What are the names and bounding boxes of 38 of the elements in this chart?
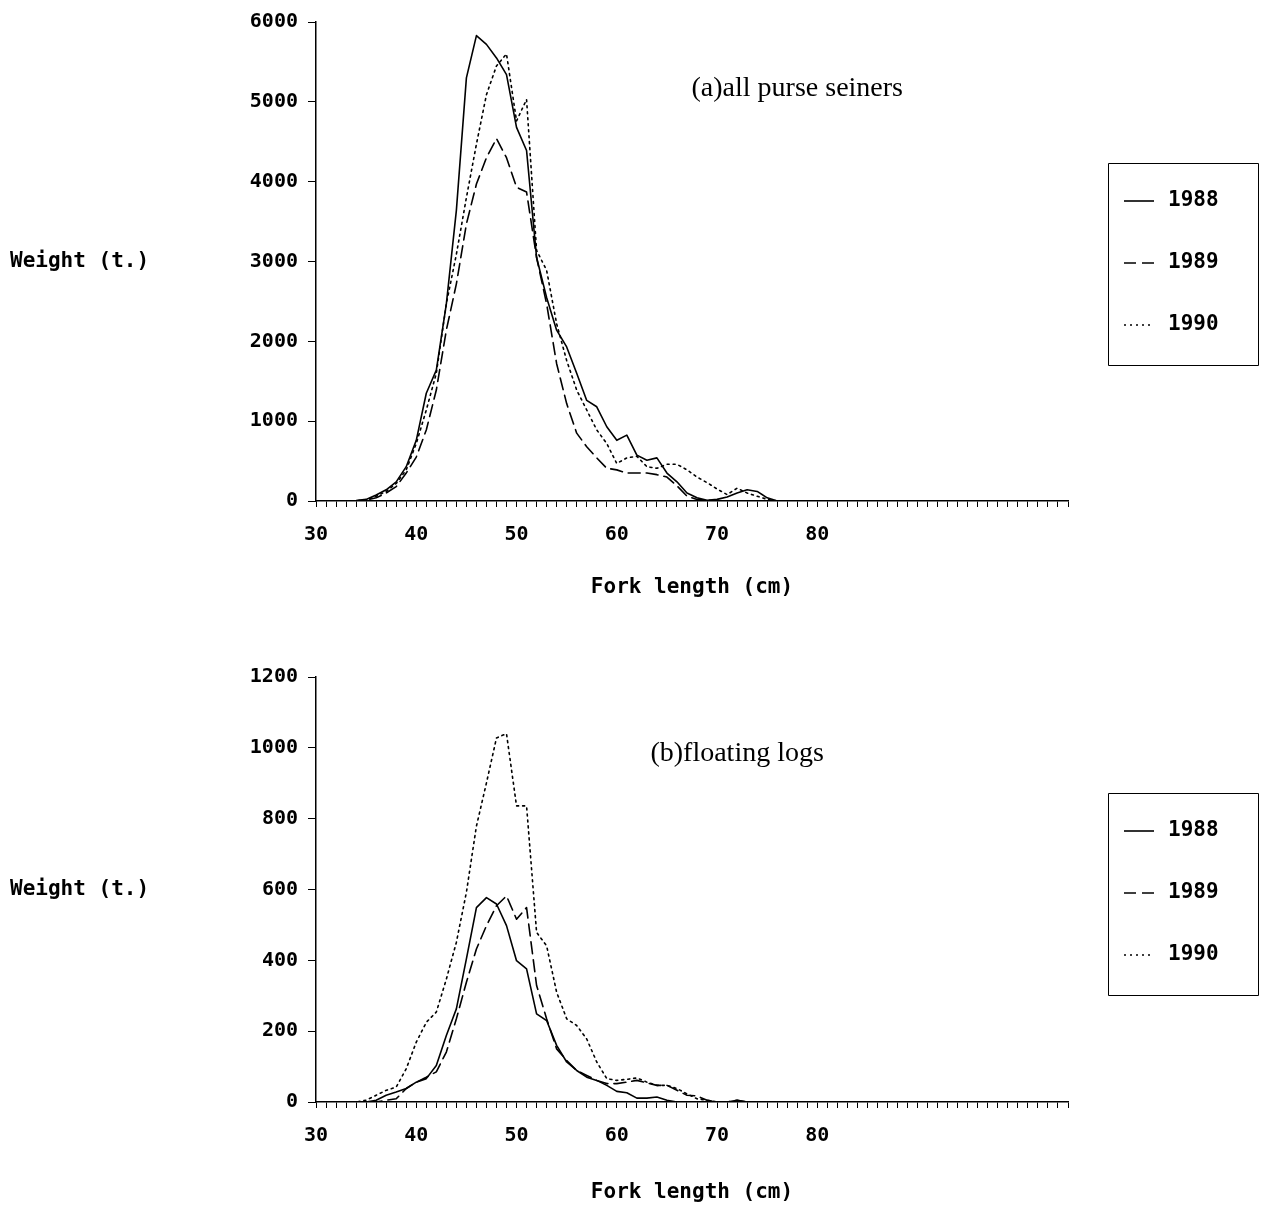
legend-label: 1988	[1168, 817, 1219, 842]
x-tick-label: 80	[805, 521, 830, 546]
x-tick-label: 40	[404, 1122, 429, 1147]
y-axis-title: Weight (t.)	[10, 875, 150, 900]
legend-label: 1990	[1168, 311, 1219, 336]
x-tick-label: 80	[805, 1122, 830, 1147]
x-tick-label: 60	[604, 521, 629, 546]
y-tick-label: 0	[285, 1088, 298, 1113]
annotation: (a)all purse seiners	[691, 71, 904, 103]
x-tick-label: 30	[303, 521, 329, 546]
x-tick-label: 50	[504, 521, 529, 546]
y-tick-label: 0	[285, 487, 298, 512]
annotation: (b)floating logs	[650, 735, 824, 767]
x-tick-label: 70	[705, 1122, 730, 1147]
y-tick-label: 1200	[249, 663, 298, 688]
x-axis-title: Fork length (cm)	[590, 573, 794, 598]
y-tick-label: 2000	[249, 327, 298, 352]
y-tick-label: 4000	[249, 167, 298, 192]
y-tick-label: 600	[261, 875, 298, 900]
legend-label: 1989	[1168, 879, 1219, 904]
y-tick-label: 800	[261, 804, 298, 829]
y-tick-label: 3000	[249, 247, 298, 272]
x-tick-label: 50	[504, 1122, 529, 1147]
y-tick-label: 1000	[249, 734, 298, 759]
y-tick-label: 1000	[249, 407, 298, 432]
legend-label: 1989	[1168, 249, 1219, 274]
y-tick-label: 6000	[249, 8, 298, 33]
legend-label: 1990	[1168, 941, 1219, 966]
y-tick-label: 400	[261, 946, 298, 971]
y-tick-label: 200	[261, 1017, 298, 1042]
x-tick-label: 40	[404, 521, 429, 546]
x-tick-label: 70	[705, 521, 730, 546]
x-tick-label: 30	[303, 1122, 329, 1147]
legend-label: 1988	[1168, 187, 1219, 212]
y-tick-label: 5000	[249, 88, 298, 113]
y-axis-title: Weight (t.)	[10, 247, 150, 272]
x-tick-label: 60	[604, 1122, 629, 1147]
x-axis-title: Fork length (cm)	[590, 1178, 794, 1203]
